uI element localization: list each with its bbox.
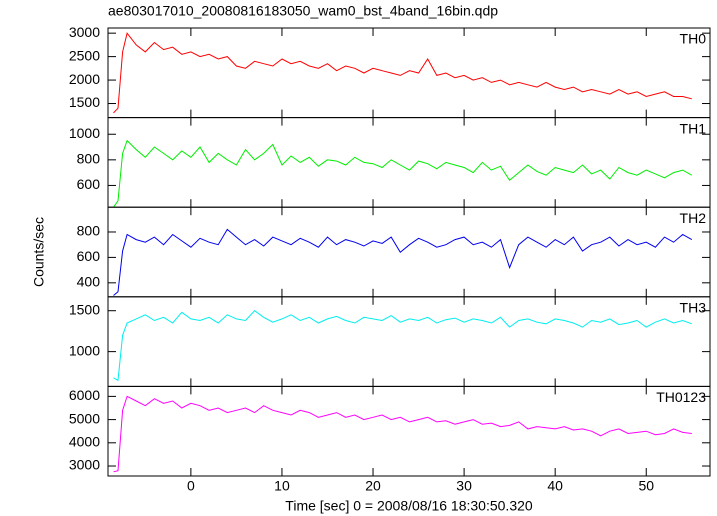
series-line [113,310,692,382]
panel-frame [107,206,711,298]
chart-title: ae803017010_20080816183050_wam0_bst_4ban… [108,3,498,19]
series-line [113,228,693,296]
y-tick-label: 1500 [69,94,100,110]
y-tick-label: 5000 [69,410,100,426]
panel-frame [107,27,711,119]
series-label: TH0 [680,31,707,47]
x-tick-label: 10 [274,478,290,494]
y-tick-label: 400 [77,274,101,290]
series-line [113,32,692,114]
panel-frame [107,385,711,477]
series-line [113,395,692,473]
series-label: TH2 [680,210,707,226]
x-axis-label: Time [sec] 0 = 2008/08/16 18:30:50.320 [285,498,533,514]
y-tick-label: 2500 [69,47,100,63]
x-tick-label: 50 [638,478,654,494]
x-tick-label: 30 [456,478,472,494]
panel-frame [107,117,711,208]
x-tick-label: 40 [547,478,563,494]
y-tick-label: 1500 [69,301,100,317]
y-tick-label: 3000 [69,24,100,40]
y-tick-label: 6000 [69,387,100,403]
y-tick-label: 1000 [69,125,100,141]
y-axis-label: Counts/sec [31,217,47,287]
series-line [113,139,693,208]
y-tick-label: 4000 [69,434,100,450]
y-tick-label: 600 [77,176,101,192]
panel-frame [107,296,711,387]
y-tick-label: 800 [77,223,101,239]
y-tick-label: 800 [77,151,101,167]
series-label: TH1 [680,120,707,136]
y-tick-label: 1000 [69,342,100,358]
y-tick-label: 3000 [69,457,100,473]
y-tick-label: 2000 [69,71,100,87]
x-tick-label: 20 [365,478,381,494]
y-tick-label: 600 [77,248,101,264]
series-label: TH0123 [656,389,706,405]
x-tick-label: 0 [187,478,195,494]
series-label: TH3 [680,300,707,316]
